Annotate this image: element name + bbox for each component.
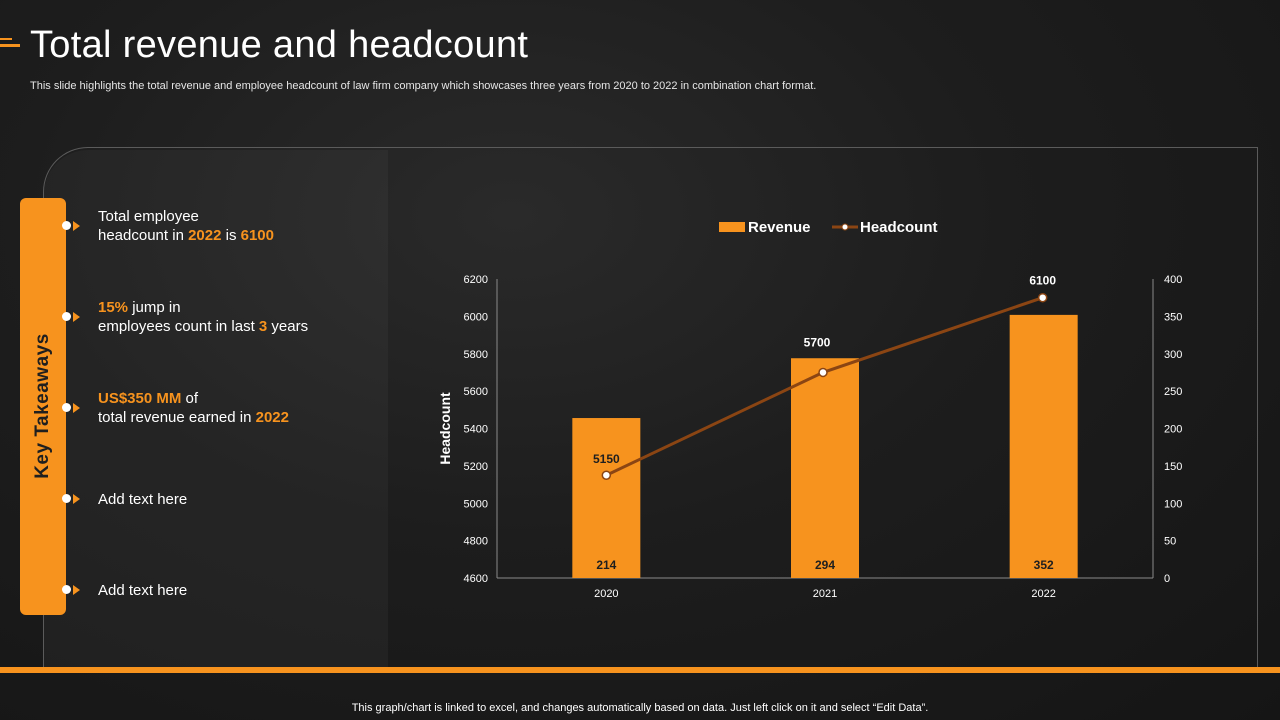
y-right-tick-label: 350	[1164, 311, 1182, 323]
y-left-tick-label: 5200	[464, 461, 488, 473]
legend-label-headcount: Headcount	[860, 219, 938, 236]
y-right-tick-label: 300	[1164, 349, 1182, 361]
bar-revenue-2022	[1009, 314, 1078, 578]
x-tick-label: 2020	[594, 588, 618, 600]
y-axis-title: Headcount	[437, 392, 453, 465]
y-right-tick-label: 250	[1164, 386, 1182, 398]
bar-value-label: 214	[596, 558, 616, 572]
x-tick-label: 2021	[813, 588, 837, 600]
title-accent-short	[0, 38, 12, 40]
y-right-tick-label: 50	[1164, 536, 1176, 548]
y-right-tick-label: 0	[1164, 573, 1170, 585]
takeaway-item-placeholder: Add text here	[98, 582, 188, 599]
bullet-icon	[62, 492, 80, 506]
y-right-tick-label: 100	[1164, 498, 1182, 510]
legend-swatch-headcount-dot	[841, 223, 849, 231]
bar-value-label: 294	[815, 558, 835, 572]
y-right-tick-label: 150	[1164, 461, 1182, 473]
legend-label-revenue: Revenue	[748, 219, 811, 236]
takeaway-item-revenue: US$350 MM of total revenue earned in 202…	[98, 390, 289, 426]
bottom-accent-line	[0, 667, 1280, 673]
bullet-icon	[62, 219, 80, 233]
title-accent	[0, 44, 20, 47]
x-tick-label: 2022	[1031, 588, 1055, 600]
y-left-tick-label: 4600	[464, 573, 488, 585]
takeaway-item-placeholder: Add text here	[98, 491, 188, 508]
headcount-point-2020	[601, 470, 612, 480]
headcount-point-2022	[1037, 292, 1048, 303]
key-takeaways-bar	[20, 198, 66, 615]
y-left-tick-label: 6200	[464, 274, 488, 286]
bar-revenue-2020	[572, 418, 641, 578]
bullet-icon	[62, 310, 80, 324]
headcount-value-label: 6100	[1029, 274, 1056, 288]
y-left-tick-label: 5800	[464, 349, 488, 361]
page-title: Total revenue and headcount	[30, 24, 529, 66]
y-left-tick-label: 4800	[464, 536, 488, 548]
bar-value-label: 352	[1034, 558, 1054, 572]
bullet-icon	[62, 583, 80, 597]
headcount-point-2021	[818, 367, 828, 378]
bullet-icon	[62, 401, 80, 415]
takeaway-item-jump: 15% jump in employees count in last 3 ye…	[98, 299, 309, 335]
headcount-value-label: 5700	[804, 335, 831, 349]
headcount-value-label: 5150	[593, 452, 620, 466]
y-left-tick-label: 5400	[464, 424, 488, 436]
y-right-tick-label: 200	[1164, 424, 1182, 436]
takeaway-item-headcount: Total employee headcount in 2022 is 6100	[98, 208, 274, 244]
y-left-tick-label: 5600	[464, 386, 488, 398]
y-right-tick-label: 400	[1164, 274, 1182, 286]
y-left-tick-label: 6000	[464, 311, 488, 323]
legend-swatch-revenue	[719, 222, 745, 232]
footer-note: This graph/chart is linked to excel, and…	[351, 702, 929, 714]
bar-revenue-2021	[791, 358, 859, 578]
page-subtitle: This slide highlights the total revenue …	[30, 80, 817, 92]
y-left-tick-label: 5000	[464, 498, 488, 510]
